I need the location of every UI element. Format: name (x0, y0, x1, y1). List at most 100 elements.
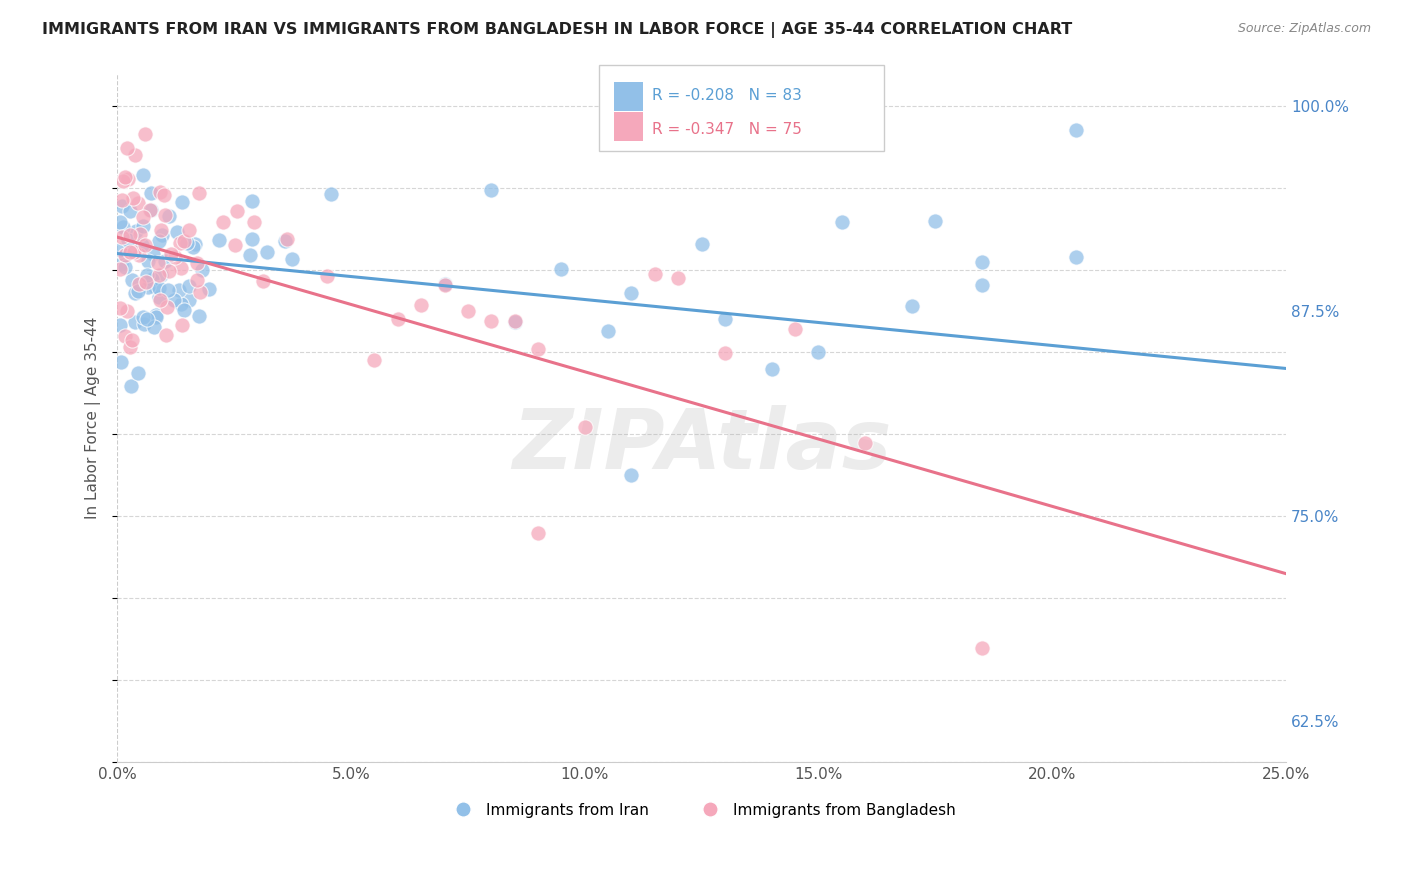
Point (117, 304, 139, 318)
Point (114, 248, 136, 262)
Point (186, 273, 208, 287)
Point (853, 436, 876, 450)
Point (155, 328, 177, 343)
Point (315, 268, 337, 283)
Point (132, 210, 155, 224)
Point (149, 223, 172, 237)
Text: Source: ZipAtlas.com: Source: ZipAtlas.com (1237, 22, 1371, 36)
Point (110, 301, 132, 316)
Point (145, 308, 167, 322)
Point (157, 209, 180, 223)
Point (411, 297, 433, 311)
Point (114, 329, 136, 343)
Point (125, 225, 148, 239)
Point (176, 235, 198, 250)
Point (124, 244, 146, 259)
Point (136, 312, 159, 326)
Point (134, 317, 156, 331)
Point (114, 169, 136, 184)
Point (148, 268, 170, 283)
Text: IMMIGRANTS FROM IRAN VS IMMIGRANTS FROM BANGLADESH IN LABOR FORCE | AGE 35-44 CO: IMMIGRANTS FROM IRAN VS IMMIGRANTS FROM … (42, 22, 1073, 38)
Point (120, 227, 142, 242)
Point (124, 315, 146, 329)
Point (188, 309, 211, 323)
Point (138, 280, 160, 294)
Point (181, 240, 204, 254)
Point (142, 320, 165, 334)
Point (121, 272, 143, 286)
Point (503, 314, 526, 328)
Point (527, 343, 550, 357)
Point (479, 314, 502, 328)
Point (972, 277, 994, 292)
Point (225, 203, 247, 218)
Point (108, 261, 131, 276)
Point (114, 260, 136, 275)
Point (136, 268, 159, 282)
Point (143, 279, 166, 293)
Point (117, 233, 139, 247)
Point (127, 195, 149, 210)
Point (666, 270, 689, 285)
Point (110, 257, 132, 271)
Point (153, 208, 176, 222)
Point (111, 229, 134, 244)
Point (124, 286, 146, 301)
Point (110, 215, 132, 229)
Point (256, 244, 278, 259)
Point (433, 278, 456, 293)
Point (132, 310, 155, 324)
Point (121, 334, 143, 348)
Point (145, 310, 167, 324)
Point (240, 232, 263, 246)
Point (274, 234, 297, 248)
Point (139, 202, 162, 217)
Point (134, 127, 156, 141)
Point (714, 312, 737, 326)
Point (387, 312, 409, 326)
Point (1064, 250, 1087, 264)
Point (924, 213, 946, 227)
Point (321, 186, 343, 201)
Point (149, 268, 172, 283)
Legend: Immigrants from Iran, Immigrants from Bangladesh: Immigrants from Iran, Immigrants from Ba… (441, 797, 962, 823)
Point (108, 318, 131, 332)
Point (197, 282, 219, 296)
Point (191, 263, 214, 277)
Point (173, 302, 195, 317)
Point (276, 232, 298, 246)
Point (136, 254, 159, 268)
Point (134, 238, 156, 252)
Point (166, 225, 188, 239)
Point (120, 244, 142, 259)
Point (972, 254, 994, 268)
Point (120, 204, 142, 219)
Point (172, 318, 194, 333)
Point (127, 284, 149, 298)
Point (208, 233, 231, 247)
Point (139, 203, 162, 218)
Text: ZIPAtlas: ZIPAtlas (512, 405, 891, 486)
Point (153, 253, 176, 268)
Point (186, 256, 208, 270)
Point (128, 248, 150, 262)
Point (148, 290, 170, 304)
Point (142, 247, 165, 261)
Point (243, 215, 266, 229)
Point (877, 797, 900, 811)
Point (550, 262, 572, 277)
Point (239, 248, 262, 262)
Point (152, 188, 174, 202)
Point (111, 194, 134, 208)
Point (131, 238, 153, 252)
Point (179, 223, 201, 237)
Point (785, 322, 807, 336)
Point (761, 361, 783, 376)
Point (224, 238, 246, 252)
Point (110, 354, 132, 368)
Point (574, 420, 596, 434)
Point (132, 168, 155, 182)
Point (141, 272, 163, 286)
Point (714, 346, 737, 360)
Point (252, 274, 274, 288)
